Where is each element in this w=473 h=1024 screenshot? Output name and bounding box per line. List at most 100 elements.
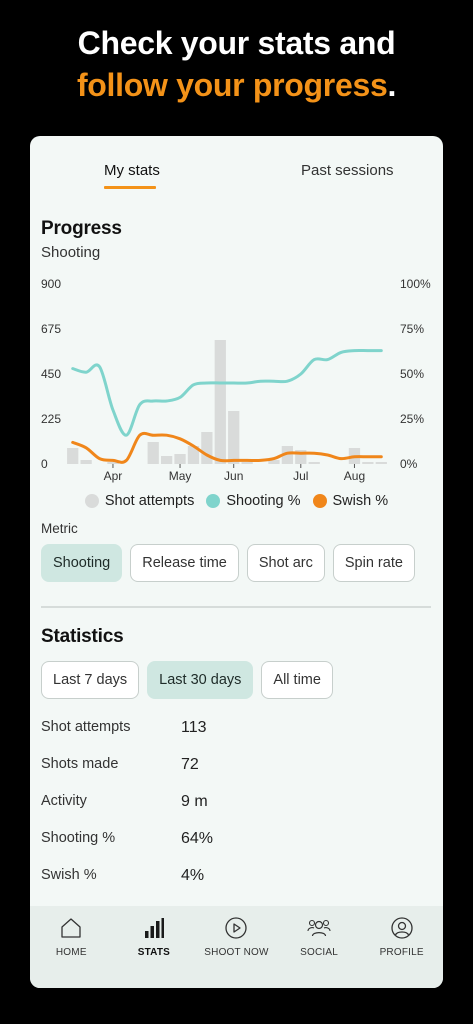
bar-shot-attempts xyxy=(308,462,320,464)
headline-period: . xyxy=(387,67,397,103)
section-divider xyxy=(41,606,431,608)
bar-shot-attempts xyxy=(241,462,253,464)
stat-row-shots-made: Shots made 72 xyxy=(41,756,431,780)
stat-row-swish-pct: Swish % 4% xyxy=(41,867,431,891)
left-axis-tick: 900 xyxy=(41,277,61,291)
metric-chip-shooting[interactable]: Shooting xyxy=(41,544,123,582)
stat-value: 72 xyxy=(181,756,199,773)
x-axis-tick: Jun xyxy=(224,469,243,483)
x-axis-tick: Jul xyxy=(293,469,308,483)
metric-label: Metric xyxy=(41,521,78,536)
headline-line-1: Check your stats and xyxy=(77,25,396,61)
person-icon xyxy=(391,917,413,939)
tab-my-stats[interactable]: My stats xyxy=(104,162,160,179)
legend-label-shot-attempts: Shot attempts xyxy=(104,493,195,509)
nav-shoot-now[interactable]: SHOOT NOW xyxy=(195,916,277,958)
bar-shot-attempts xyxy=(174,454,186,464)
stat-label: Swish % xyxy=(41,867,97,883)
progress-subtitle: Shooting xyxy=(41,244,101,261)
stat-value: 64% xyxy=(181,830,214,847)
play-icon xyxy=(225,917,248,939)
metric-chips: Shooting Release time Shot arc Spin rate xyxy=(41,544,415,582)
bar-shot-attempts xyxy=(268,460,280,464)
bottom-nav: HOME STATS SHOOT NOW xyxy=(30,906,443,988)
left-axis-tick: 675 xyxy=(41,322,61,336)
legend-shooting-pct: Shooting % xyxy=(206,493,301,509)
stat-value: 4% xyxy=(181,867,205,884)
legend-label-swish-pct: Swish % xyxy=(332,493,389,509)
chart-svg: 900 675 450 225 0 100% 75% 50% 25% 0% Apr May Jun J… xyxy=(41,277,431,483)
x-axis-tick: Aug xyxy=(344,469,365,483)
range-chips: Last 7 days Last 30 days All time xyxy=(41,661,333,699)
people-icon xyxy=(307,919,331,937)
bar-shot-attempts xyxy=(80,460,92,464)
legend-shot-attempts: Shot attempts xyxy=(84,493,195,509)
bar-shot-attempts xyxy=(201,432,213,464)
stat-label: Activity xyxy=(41,793,87,809)
stat-label: Shots made xyxy=(41,756,119,772)
range-chip-all-time[interactable]: All time xyxy=(261,661,333,699)
tab-bar: My stats Past sessions xyxy=(30,136,443,196)
tab-past-sessions[interactable]: Past sessions xyxy=(301,162,394,179)
legend-dot-swish-pct xyxy=(312,494,327,508)
bar-shot-attempts xyxy=(107,462,119,464)
bar-shot-attempts xyxy=(147,442,159,464)
bar-shot-attempts xyxy=(67,448,79,464)
nav-home[interactable]: HOME xyxy=(30,916,112,958)
bar-shot-attempts xyxy=(187,446,200,464)
legend-dot-shot-attempts xyxy=(84,494,99,508)
bar-shot-attempts xyxy=(362,462,374,464)
nav-social[interactable]: SOCIAL xyxy=(278,916,360,958)
stat-label: Shot attempts xyxy=(41,719,131,735)
x-axis-tick: Apr xyxy=(104,469,123,483)
nav-label-profile: PROFILE xyxy=(379,947,424,958)
bar-shot-attempts xyxy=(375,462,387,464)
nav-label-shoot-now: SHOOT NOW xyxy=(204,947,269,958)
stat-row-shooting-pct: Shooting % 64% xyxy=(41,830,431,854)
bar-chart-icon xyxy=(144,918,164,938)
active-tab-indicator xyxy=(104,186,156,189)
right-axis-tick: 0% xyxy=(400,457,418,471)
chart-legend: Shot attempts Shooting % Swish % xyxy=(30,493,443,509)
bar-shot-attempts xyxy=(295,450,307,464)
right-axis-tick: 75% xyxy=(400,322,424,336)
headline-line-2: follow your progress xyxy=(76,67,388,103)
stats-card: My stats Past sessions Progress Shooting… xyxy=(30,136,443,988)
left-axis-tick: 450 xyxy=(41,367,61,381)
stat-value: 113 xyxy=(181,719,207,736)
stat-value: 9 m xyxy=(181,793,208,810)
nav-label-stats: STATS xyxy=(137,947,171,958)
metric-chip-shot-arc[interactable]: Shot arc xyxy=(246,544,325,582)
nav-stats[interactable]: STATS xyxy=(113,916,195,958)
bar-shot-attempts xyxy=(160,456,173,464)
right-axis-tick: 50% xyxy=(400,367,424,381)
nav-label-home: HOME xyxy=(55,947,87,958)
right-axis-tick: 25% xyxy=(400,412,424,426)
stat-label: Shooting % xyxy=(41,830,116,846)
metric-chip-spin-rate[interactable]: Spin rate xyxy=(332,544,415,582)
line-swish- xyxy=(71,431,383,464)
x-axis-tick: May xyxy=(169,469,192,483)
left-axis-tick: 0 xyxy=(41,457,48,471)
bar-shot-attempts xyxy=(281,446,294,464)
legend-swish-pct: Swish % xyxy=(312,493,389,509)
progress-title: Progress xyxy=(41,218,122,239)
range-chip-last-7-days[interactable]: Last 7 days xyxy=(41,661,140,699)
stat-row-activity: Activity 9 m xyxy=(41,793,431,817)
range-chip-last-30-days[interactable]: Last 30 days xyxy=(147,661,254,699)
legend-dot-shooting-pct xyxy=(206,494,221,508)
statistics-title: Statistics xyxy=(41,626,124,647)
bar-shot-attempts xyxy=(214,340,226,464)
metric-chip-release-time[interactable]: Release time xyxy=(130,544,239,582)
right-axis-tick: 100% xyxy=(400,277,431,291)
stat-row-shot-attempts: Shot attempts 113 xyxy=(41,719,431,743)
bar-shot-attempts xyxy=(228,411,240,464)
progress-chart: 900 675 450 225 0 100% 75% 50% 25% 0% Apr May Jun J… xyxy=(30,274,443,484)
nav-label-social: SOCIAL xyxy=(300,947,339,958)
left-axis-tick: 225 xyxy=(41,412,61,426)
home-icon xyxy=(61,918,81,938)
nav-profile[interactable]: PROFILE xyxy=(361,916,443,958)
line-shooting- xyxy=(71,348,383,437)
headline: Check your stats and follow your progres… xyxy=(0,22,473,106)
legend-label-shooting-pct: Shooting % xyxy=(226,493,301,509)
